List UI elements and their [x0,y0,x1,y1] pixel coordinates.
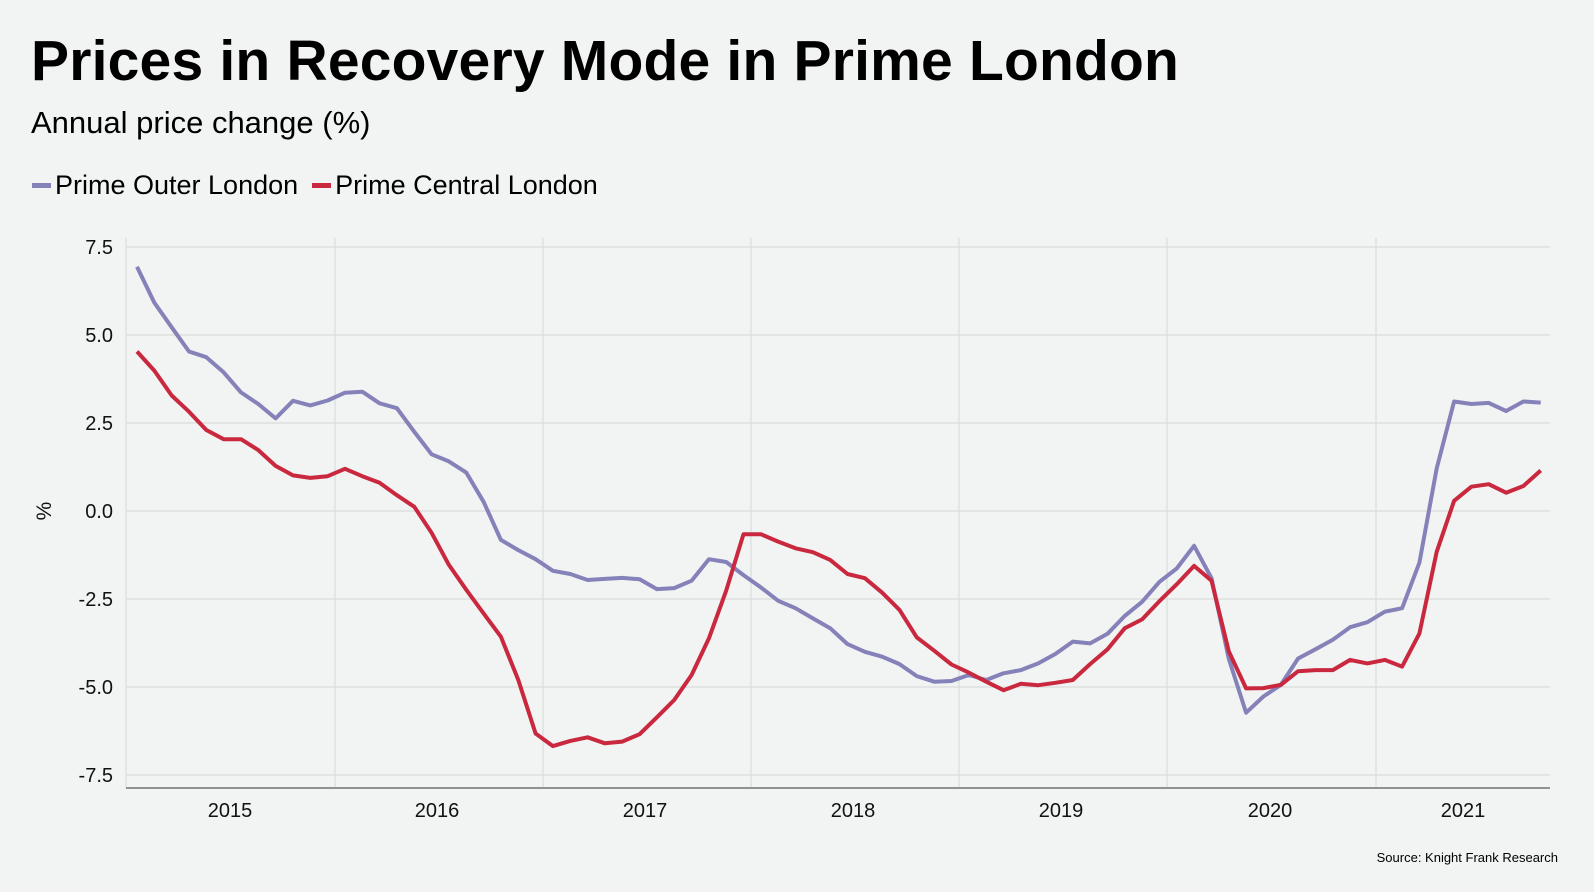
y-tick-label: 7.5 [85,237,113,259]
series-lines [135,265,1543,749]
x-tick-label: 2018 [831,800,876,822]
legend-swatch-icon [312,183,332,188]
legend-label: Prime Central London [335,170,598,200]
chart-subtitle: Annual price change (%) [31,105,371,140]
x-tick-label: 2017 [623,800,668,822]
legend: Prime Outer London Prime Central London [32,170,612,201]
legend-swatch-icon [32,183,51,188]
legend-item-prime-central-london[interactable]: Prime Central London [312,170,598,201]
x-tick-label: 2021 [1441,800,1486,822]
legend-item-prime-outer-london[interactable]: Prime Outer London [32,170,298,201]
y-tick-label: -7.5 [79,765,113,787]
y-tick-label: -2.5 [79,589,113,611]
x-tick-label: 2016 [415,800,460,822]
y-tick-label: -5.0 [79,677,113,699]
x-tick-label: 2015 [208,800,253,822]
x-tick-label: 2020 [1248,800,1293,822]
y-tick-label: 0.0 [85,501,113,523]
gridlines [125,238,1550,788]
chart-title: Prices in Recovery Mode in Prime London [31,29,1180,93]
axes: 7.5 5.0 2.5 0.0 -2.5 -5.0 -7.5 2015 2016 2017 2018… [79,237,1550,822]
x-tick-label: 2019 [1039,800,1084,822]
series-line-prime-central-london[interactable] [135,350,1543,749]
legend-label: Prime Outer London [55,170,299,200]
y-tick-label: 5.0 [85,325,113,347]
series-line-prime-outer-london[interactable] [135,265,1541,715]
y-axis-title: % [33,502,56,521]
y-tick-label: 2.5 [85,413,113,435]
source-note: Source: Knight Frank Research [1376,850,1558,865]
